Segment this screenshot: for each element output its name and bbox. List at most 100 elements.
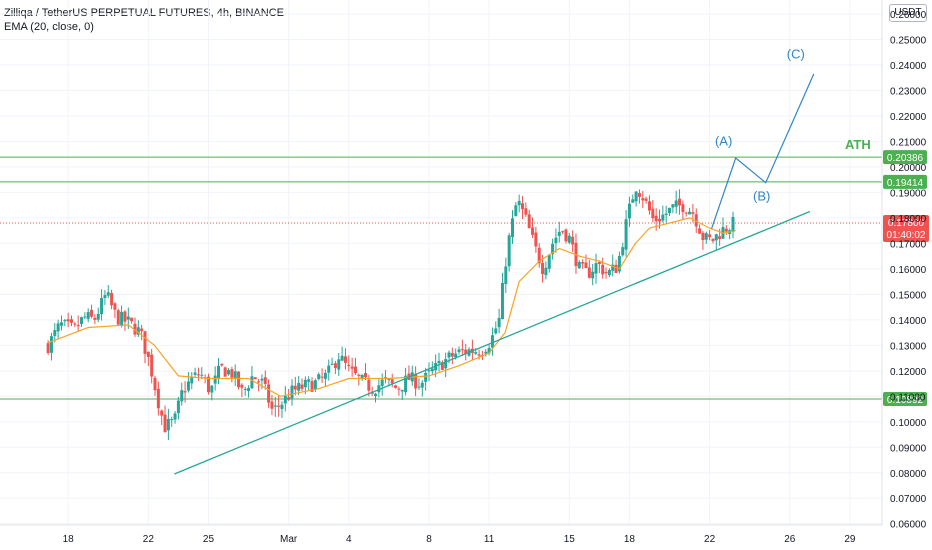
level-tag bbox=[883, 150, 927, 165]
candle-body bbox=[537, 247, 541, 264]
candle-body bbox=[243, 388, 247, 390]
currency-button[interactable]: USDT bbox=[889, 4, 927, 22]
candle-body bbox=[678, 198, 682, 206]
candle-body bbox=[718, 236, 722, 240]
candle-body bbox=[110, 292, 114, 306]
candle-body bbox=[80, 317, 84, 325]
wave-label: (C) bbox=[787, 47, 805, 62]
y-tick-label: 0.23000 bbox=[890, 86, 927, 97]
candle-body bbox=[56, 323, 60, 332]
countdown-label: 01:40:02 bbox=[887, 230, 926, 241]
candle-body bbox=[454, 353, 458, 358]
current-price-tag bbox=[883, 214, 929, 242]
candle-body bbox=[283, 395, 287, 404]
candle-body bbox=[634, 191, 638, 202]
candle-body bbox=[430, 368, 434, 372]
candle-body bbox=[621, 247, 625, 256]
candle-body bbox=[527, 214, 531, 229]
candle-body bbox=[76, 325, 80, 327]
candle-body bbox=[420, 382, 424, 388]
candle-body bbox=[597, 261, 601, 265]
candle-body bbox=[534, 232, 538, 247]
candle-body bbox=[591, 271, 595, 279]
candle-body bbox=[394, 385, 398, 388]
level-tag bbox=[883, 392, 927, 407]
candle-body bbox=[63, 320, 67, 322]
candle-body bbox=[297, 382, 301, 391]
candle-body bbox=[310, 381, 314, 392]
candle-body bbox=[100, 298, 104, 315]
candle-body bbox=[507, 235, 511, 267]
candle-body bbox=[500, 282, 504, 320]
candle-body bbox=[303, 379, 307, 388]
candle-body bbox=[554, 237, 558, 244]
candle-body bbox=[237, 371, 241, 388]
candle-body bbox=[547, 254, 551, 269]
x-tick-label: 11 bbox=[484, 534, 495, 545]
y-tick-label: 0.06000 bbox=[890, 520, 927, 531]
candle-body bbox=[571, 236, 575, 245]
candle-body bbox=[163, 414, 167, 433]
candle-body bbox=[120, 311, 124, 327]
candle-body bbox=[130, 317, 134, 322]
candle-body bbox=[691, 212, 695, 214]
candle-body bbox=[684, 212, 688, 214]
candle-body bbox=[614, 264, 618, 274]
candle-body bbox=[193, 372, 197, 375]
candle-body bbox=[230, 369, 234, 378]
candle-body bbox=[624, 219, 628, 250]
candle-body bbox=[220, 363, 224, 366]
candle-body bbox=[701, 232, 705, 241]
candle-body bbox=[83, 316, 87, 318]
candle-body bbox=[510, 218, 514, 237]
candle-body bbox=[544, 267, 548, 276]
grid bbox=[0, 0, 882, 525]
x-tick-label: 4 bbox=[346, 534, 352, 545]
y-tick-label: 0.10000 bbox=[890, 418, 927, 429]
candle-body bbox=[257, 381, 261, 383]
candle-body bbox=[323, 372, 327, 379]
level-label: 0.19414 bbox=[887, 178, 924, 189]
wave-label: (B) bbox=[753, 189, 770, 204]
y-tick-label: 0.17000 bbox=[890, 239, 927, 250]
candle-body bbox=[343, 356, 347, 363]
candle-body bbox=[347, 364, 351, 367]
candle-body bbox=[601, 264, 605, 275]
candle-body bbox=[353, 366, 357, 374]
candle-body bbox=[153, 377, 157, 391]
y-tick-label: 0.07000 bbox=[890, 494, 927, 505]
candle-body bbox=[313, 380, 317, 390]
candle-body bbox=[724, 228, 728, 232]
candle-body bbox=[103, 295, 107, 298]
candle-body bbox=[671, 204, 675, 208]
x-tick-label: 18 bbox=[624, 534, 636, 545]
candle-body bbox=[561, 231, 565, 233]
candle-body bbox=[607, 269, 611, 276]
candle-body bbox=[457, 349, 461, 353]
candle-body bbox=[494, 328, 498, 334]
candle-body bbox=[374, 393, 378, 397]
candle-body bbox=[524, 208, 528, 215]
candle-body bbox=[641, 198, 645, 201]
candle-body bbox=[210, 385, 214, 393]
candle-body bbox=[233, 371, 237, 379]
candle-body bbox=[440, 362, 444, 370]
candle-body bbox=[146, 351, 150, 357]
candle-body bbox=[657, 218, 661, 222]
y-tick-label: 0.22000 bbox=[890, 112, 927, 123]
candle-body bbox=[73, 323, 77, 325]
candle-body bbox=[267, 384, 271, 403]
symbol-title: Zilliqa / TetherUS PERPETUAL FUTURES, 4h… bbox=[4, 7, 284, 19]
candle-body bbox=[631, 199, 635, 203]
candle-body bbox=[49, 336, 53, 353]
x-tick-label: 8 bbox=[426, 534, 432, 545]
candle-body bbox=[708, 234, 712, 238]
candle-body bbox=[320, 376, 324, 378]
candle-body bbox=[581, 262, 585, 264]
y-tick-label: 0.21000 bbox=[890, 137, 927, 148]
candle-body bbox=[604, 271, 608, 274]
candle-body bbox=[173, 413, 177, 420]
candle-body bbox=[711, 238, 715, 242]
candle-body bbox=[133, 323, 137, 335]
